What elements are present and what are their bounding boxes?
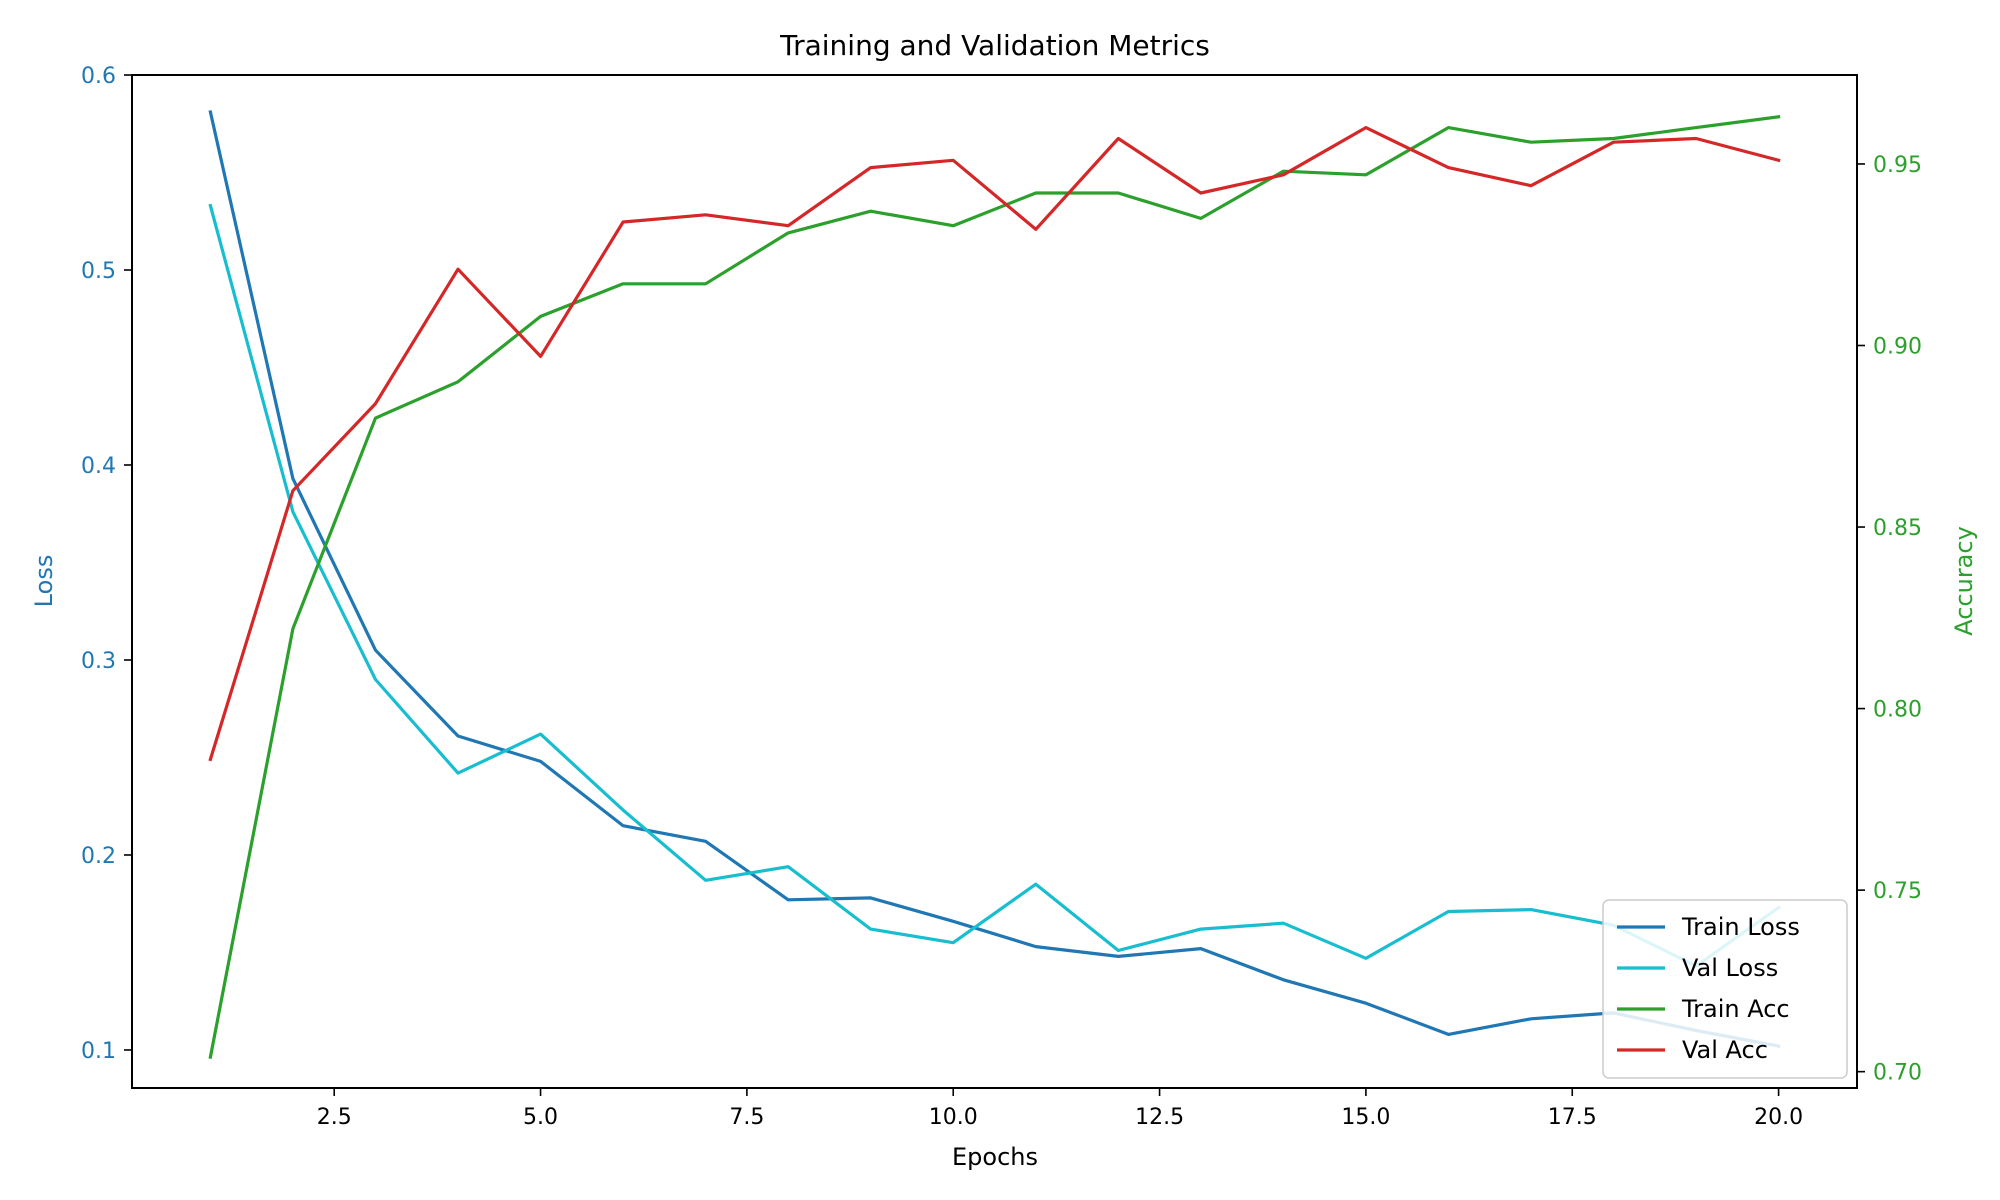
x-tick-label: 17.5 [1548,1105,1597,1130]
legend-label: Val Loss [1682,954,1778,982]
x-axis-ticks: 2.5 5.0 7.5 10.0 12.5 15.0 17.5 20.0 [317,1088,1803,1130]
left-y-tick-label: 0.6 [81,64,116,89]
left-y-axis-ticks: 0.1 0.2 0.3 0.4 0.5 0.6 [81,64,132,1064]
x-tick-label: 7.5 [729,1105,764,1130]
chart-title: Training and Validation Metrics [779,29,1210,62]
series-line-val-acc [208,125,1781,762]
x-tick-label: 12.5 [1135,1105,1184,1130]
legend-label: Train Loss [1681,913,1800,941]
left-y-tick-label: 0.1 [81,1039,116,1064]
x-tick-label: 2.5 [317,1105,352,1130]
right-y-tick-label: 0.95 [1873,153,1922,178]
series-line-train-acc [208,115,1781,1059]
left-y-axis-title: Loss [30,555,58,608]
x-tick-label: 20.0 [1754,1105,1803,1130]
series-line-train-loss [208,110,1781,1048]
x-tick-label: 15.0 [1341,1105,1390,1130]
x-tick-label: 5.0 [523,1105,558,1130]
x-tick-label: 10.0 [929,1105,978,1130]
series-line-val-loss [208,203,1781,968]
right-y-tick-label: 0.90 [1873,334,1922,359]
right-y-axis-ticks: 0.70 0.75 0.80 0.85 0.90 0.95 [1857,153,1922,1086]
left-y-tick-label: 0.4 [81,454,116,479]
right-y-tick-label: 0.80 [1873,698,1922,723]
left-y-tick-label: 0.5 [81,259,116,284]
right-y-tick-label: 0.70 [1873,1061,1922,1086]
right-y-tick-label: 0.85 [1873,516,1922,541]
left-y-tick-label: 0.3 [81,649,116,674]
legend-box [1602,899,1848,1079]
series-layer [208,110,1781,1059]
right-y-tick-label: 0.75 [1873,879,1922,904]
legend-label: Val Acc [1682,1036,1768,1064]
left-y-tick-label: 0.2 [81,844,116,869]
right-y-axis-title: Accuracy [1950,526,1978,636]
legend-label: Train Acc [1681,995,1790,1023]
plot-frame [131,74,1858,1089]
legend: Train Loss Val Loss Train Acc Val Acc [1602,899,1848,1079]
x-axis-title: Epochs [952,1143,1038,1171]
